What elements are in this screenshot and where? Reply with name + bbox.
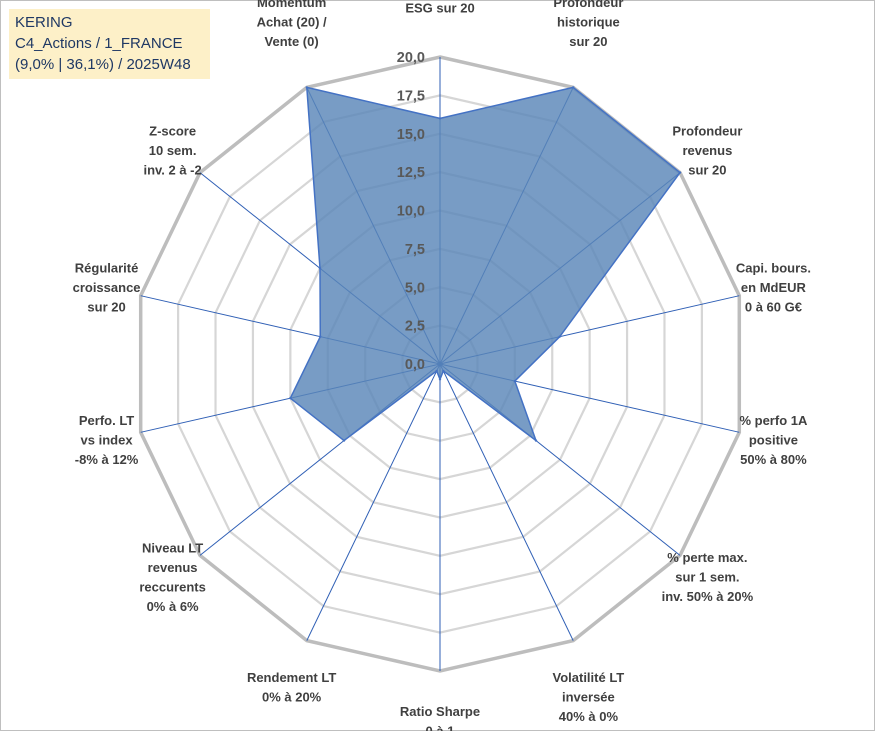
axis-label: % perfo 1A — [739, 413, 808, 428]
tick-label: 5,0 — [405, 280, 425, 296]
axis-label: % perte max. — [667, 550, 747, 565]
axis-spoke — [306, 363, 441, 641]
axis-label: inv. 2 à -2 — [143, 163, 201, 178]
axis-label: Ratio Sharpe — [400, 704, 480, 719]
data-point — [342, 439, 346, 442]
data-point — [438, 378, 442, 381]
tick-label: 15,0 — [397, 127, 425, 143]
axis-label: croissance — [73, 280, 141, 295]
axis-label: Volatilité LT — [553, 670, 625, 685]
axis-label: en MdEUR — [741, 280, 807, 295]
tick-label: 20,0 — [397, 50, 425, 66]
data-point — [435, 369, 438, 373]
axis-label: Vente (0) — [265, 34, 319, 49]
axis-label: -8% à 12% — [75, 452, 139, 467]
title-company: KERING — [15, 14, 73, 31]
axis-label: 0% à 20% — [262, 689, 322, 704]
data-point — [318, 267, 322, 270]
title-stats: (9,0% | 36,1%) / 2025W48 — [15, 56, 191, 73]
axis-label: sur 1 sem. — [675, 570, 739, 585]
axis-spoke — [439, 363, 574, 641]
axis-label: historique — [557, 15, 620, 30]
data-point — [438, 117, 442, 120]
axis-label: Z-score — [149, 124, 196, 139]
tick-label: 7,5 — [405, 242, 425, 258]
tick-label: 0,0 — [405, 357, 425, 373]
data-point — [534, 439, 538, 442]
axis-label: Capi. bours. — [736, 261, 811, 276]
axis-label: 10 sem. — [149, 143, 197, 158]
axis-label: ESG sur 20 — [405, 0, 474, 15]
axis-label: Niveau LT — [142, 540, 203, 555]
axis-label: revenus — [682, 143, 732, 158]
axis-label: 50% à 80% — [740, 452, 807, 467]
data-point — [513, 379, 517, 383]
axis-label: reccurents — [139, 579, 205, 594]
axis-label: Rendement LT — [247, 670, 336, 685]
axis-label: 0% à 6% — [147, 599, 199, 614]
axis-label: vs index — [81, 432, 134, 447]
axis-label: Perfo. LT — [79, 413, 134, 428]
data-series-area — [289, 86, 681, 442]
chart-title-box: KERING C4_Actions / 1_FRANCE (9,0% | 36,… — [9, 9, 210, 79]
data-point — [558, 335, 561, 338]
tick-label: 2,5 — [405, 319, 425, 335]
title-category: C4_Actions / 1_FRANCE — [15, 35, 183, 52]
data-point — [319, 335, 322, 338]
axis-label: inv. 50% à 20% — [662, 589, 754, 604]
data-point — [305, 86, 308, 89]
axis-label: inversée — [562, 689, 615, 704]
axis-label: sur 20 — [688, 163, 726, 178]
axis-label: Momentum — [257, 0, 326, 10]
tick-label: 17,5 — [397, 88, 425, 104]
axis-label: 0 à 1 — [426, 723, 455, 731]
tick-label: 12,5 — [397, 165, 425, 181]
data-point — [572, 86, 575, 89]
axis-label: 0 à 60 G€ — [745, 300, 802, 315]
axis-label: 40% à 0% — [559, 709, 619, 724]
axis-label: Profondeur — [553, 0, 623, 10]
axis-label: sur 20 — [569, 34, 607, 49]
data-point — [442, 369, 445, 373]
axis-label: sur 20 — [87, 300, 125, 315]
axis-label: Profondeur — [672, 124, 742, 139]
axis-label: positive — [749, 432, 798, 447]
tick-label: 10,0 — [397, 204, 425, 220]
axis-label: Régularité — [75, 261, 139, 276]
axis-label: revenus — [148, 560, 198, 575]
data-point — [678, 171, 682, 174]
axis-label: Achat (20) / — [257, 15, 327, 30]
data-point — [289, 396, 292, 400]
